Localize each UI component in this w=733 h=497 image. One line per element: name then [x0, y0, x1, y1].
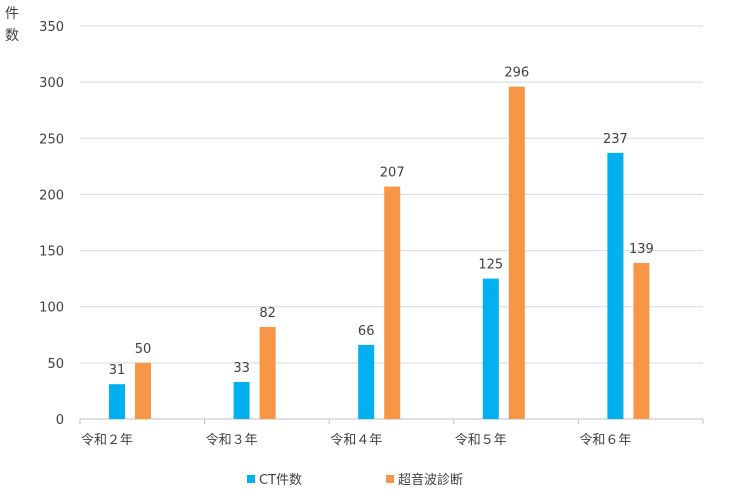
- bar: [607, 152, 624, 419]
- y-axis-label: 件数: [5, 6, 19, 44]
- data-label: 82: [259, 306, 276, 321]
- bar: [135, 362, 151, 419]
- data-label: 139: [629, 242, 654, 257]
- x-axis: [79, 418, 704, 424]
- y-axis-label-char: 数: [5, 28, 19, 44]
- category-label: 令和６年: [579, 433, 631, 448]
- legend-swatch: [386, 475, 394, 483]
- data-label: 296: [504, 66, 529, 81]
- data-label: 66: [358, 324, 375, 339]
- y-tick-label: 250: [39, 132, 64, 147]
- y-tick-label: 100: [39, 301, 64, 316]
- legend-label: CT件数: [259, 473, 302, 488]
- legend-label: 超音波診断: [398, 472, 463, 488]
- legend: CT件数 超音波診断: [247, 472, 463, 488]
- data-label: 207: [380, 166, 405, 181]
- y-axis-ticks: 0 50 100 150 200 250 300 350: [39, 20, 64, 428]
- data-label: 125: [478, 258, 503, 273]
- category-label: 令和４年: [330, 433, 382, 448]
- legend-swatch: [247, 475, 255, 483]
- y-tick-label: 150: [39, 245, 64, 260]
- bar: [384, 186, 401, 419]
- bar: [358, 344, 375, 419]
- bars: [109, 86, 650, 420]
- y-tick-label: 0: [56, 413, 64, 428]
- category-label: 令和３年: [206, 433, 258, 448]
- bar: [109, 384, 125, 419]
- bar: [482, 278, 499, 419]
- y-tick-label: 350: [39, 20, 64, 35]
- data-label: 31: [109, 363, 126, 378]
- data-label: 50: [135, 342, 152, 357]
- y-tick-label: 300: [39, 76, 64, 91]
- bar: [233, 381, 250, 419]
- y-axis-label-char: 件: [5, 6, 19, 22]
- y-tick-label: 200: [39, 188, 64, 203]
- bar: [259, 326, 276, 419]
- data-label: 33: [233, 361, 250, 376]
- category-label: 令和５年: [455, 433, 507, 448]
- category-labels: 令和２年 令和３年 令和４年 令和５年 令和６年: [81, 433, 631, 448]
- y-tick-label: 50: [47, 357, 64, 372]
- bar: [508, 86, 525, 420]
- data-label: 237: [603, 132, 628, 147]
- category-label: 令和２年: [81, 433, 133, 448]
- bar: [633, 262, 650, 419]
- data-labels: 31 50 33 82 66 207 125 296 237 139: [109, 66, 654, 379]
